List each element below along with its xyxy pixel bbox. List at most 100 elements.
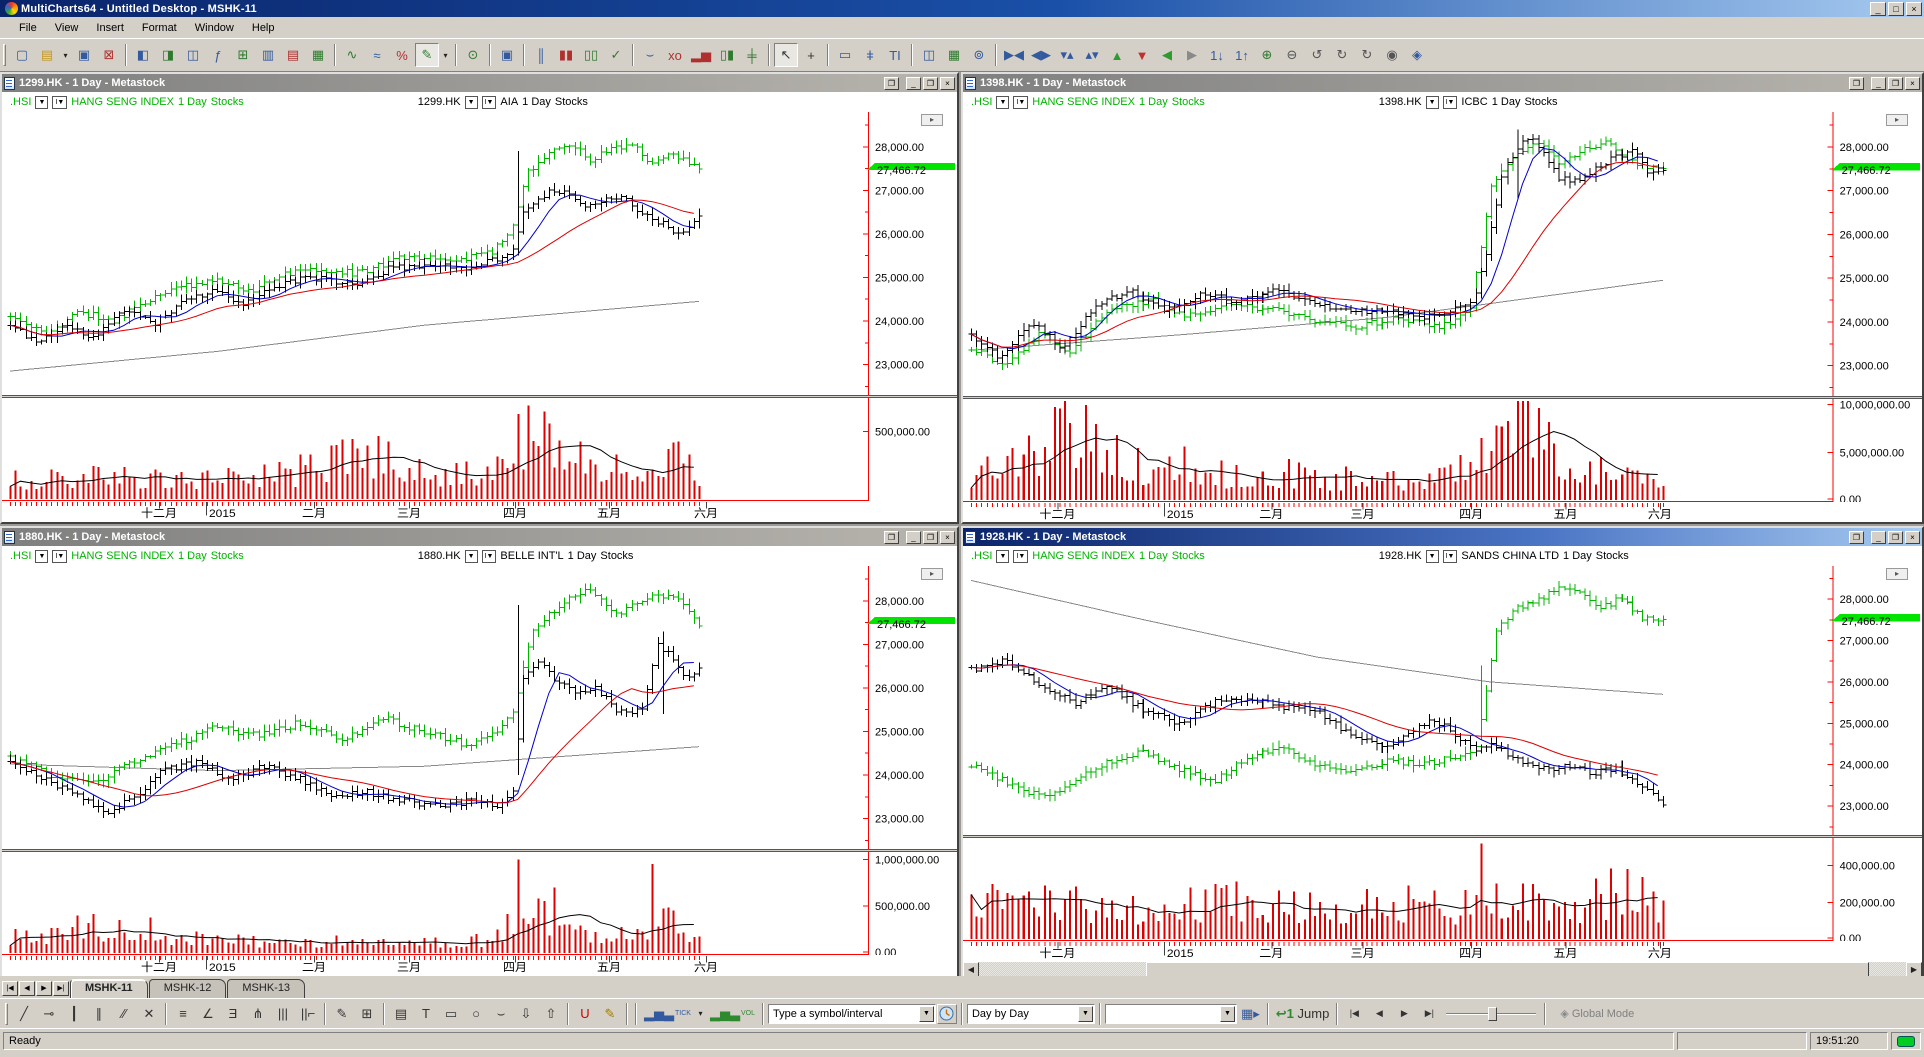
grid-tool[interactable]: ⊞ bbox=[355, 1002, 379, 1026]
panel-minimize-button[interactable]: _ bbox=[906, 76, 921, 90]
shift-left-button[interactable]: ◀ bbox=[1155, 43, 1179, 67]
panel-titlebar[interactable]: 1398.HK - 1 Day - Metastock ❐ _ ❐ × bbox=[963, 74, 1922, 92]
scale-down-button[interactable]: ▼ bbox=[1130, 43, 1154, 67]
panel-minimize-button[interactable]: _ bbox=[1871, 76, 1886, 90]
regression-channel-tool[interactable]: ∕∕ bbox=[112, 1002, 136, 1026]
pane-splitter[interactable] bbox=[2, 395, 957, 398]
arrow-up-tool[interactable]: ⇧ bbox=[539, 1002, 563, 1026]
pointer-tool-button[interactable]: ↖ bbox=[774, 43, 798, 67]
scrollbar-track[interactable] bbox=[979, 962, 1906, 976]
trendline-tool[interactable]: ╱ bbox=[12, 1002, 36, 1026]
menu-file[interactable]: File bbox=[19, 21, 37, 34]
format-window-button[interactable]: ▥ bbox=[256, 43, 280, 67]
price-chart-pane[interactable]: ▸ 28,000.00 27,000.00 26,000.00 25,000.00 24… bbox=[2, 566, 957, 849]
insert-signal-button[interactable]: ≈ bbox=[365, 43, 389, 67]
panel-titlebar[interactable]: 1928.HK - 1 Day - Metastock ❐ _ ❐ × bbox=[963, 528, 1922, 546]
chart-window-button[interactable]: ▦ bbox=[942, 43, 966, 67]
chart-shift-icon[interactable]: ▸ bbox=[1886, 568, 1908, 580]
menu-view[interactable]: View bbox=[54, 21, 79, 34]
panel-close-button[interactable]: × bbox=[940, 76, 955, 90]
pan-tool-button[interactable]: ◈ bbox=[1405, 43, 1429, 67]
interval-dropdown[interactable]: I▼ bbox=[1442, 549, 1458, 563]
open-desktop-button[interactable]: ▤ bbox=[35, 43, 59, 67]
expand-vertical-button[interactable]: ▴▾ bbox=[1080, 43, 1104, 67]
candlestick-type-button[interactable]: ▮▮ bbox=[554, 43, 578, 67]
volume-pane[interactable]: 1,000,000.00 500,000.00 0.00 bbox=[2, 852, 957, 955]
panel-menu-button[interactable]: ❐ bbox=[884, 530, 899, 544]
chart-shift-icon[interactable]: ▸ bbox=[1886, 114, 1908, 126]
slider-thumb[interactable] bbox=[1487, 1006, 1497, 1021]
horizontal-line-tool[interactable]: ⊸ bbox=[37, 1002, 61, 1026]
symbol-interval-combo[interactable]: Type a symbol/interval ▼ bbox=[767, 1003, 936, 1024]
symbol-dropdown[interactable]: ▼ bbox=[1425, 549, 1439, 563]
trend-angle-tool[interactable]: ∠ bbox=[196, 1002, 220, 1026]
format-instrument-button[interactable]: ◨ bbox=[156, 43, 180, 67]
tab-scroll-last[interactable]: ▶| bbox=[53, 981, 69, 996]
index-symbol-dropdown[interactable]: ▼ bbox=[35, 549, 49, 563]
panel-minimize-button[interactable]: _ bbox=[906, 530, 921, 544]
fib-timezone-tool[interactable]: ||| bbox=[271, 1002, 295, 1026]
arrow-down-tool[interactable]: ⇩ bbox=[514, 1002, 538, 1026]
pane-splitter[interactable] bbox=[2, 849, 957, 852]
global-mode-toggle[interactable]: ◈ Global Mode bbox=[1560, 1008, 1635, 1020]
hollow-candle-type-button[interactable]: ▯▯ bbox=[579, 43, 603, 67]
tick-bar-type-dropdown[interactable]: ▾ bbox=[698, 1009, 703, 1018]
index-interval-dropdown[interactable]: I▼ bbox=[1013, 95, 1029, 109]
scroll-begin-button[interactable]: ▶◀ bbox=[1001, 43, 1027, 67]
panel-menu-button[interactable]: ❐ bbox=[1849, 76, 1864, 90]
vertical-line-text-button[interactable]: ǂ bbox=[858, 43, 882, 67]
panel-close-button[interactable]: × bbox=[940, 530, 955, 544]
volume-bar-type-button[interactable]: ▂▅▃ VOL bbox=[707, 1002, 758, 1026]
playback-back-button[interactable]: ◀ bbox=[1375, 1008, 1383, 1018]
chart-shift-icon[interactable]: ▸ bbox=[921, 568, 943, 580]
pitchfork-tool[interactable]: ⋔ bbox=[246, 1002, 270, 1026]
volume-pane[interactable]: 500,000.00 bbox=[2, 398, 957, 501]
scrollbar-left-button[interactable]: ◀ bbox=[963, 962, 979, 976]
replay-date-dropdown-icon[interactable]: ▼ bbox=[1219, 1005, 1235, 1022]
date-axis[interactable]: 十二月 2015 二月 三月 四月 五月 六月 bbox=[2, 501, 957, 522]
study-settings-button[interactable]: ⊙ bbox=[461, 43, 485, 67]
index-interval-dropdown[interactable]: I▼ bbox=[1013, 549, 1029, 563]
order-bar-button[interactable]: ▦ bbox=[306, 43, 330, 67]
shift-right-button[interactable]: ▶ bbox=[1180, 43, 1204, 67]
panel-close-button[interactable]: × bbox=[1905, 530, 1920, 544]
playback-forward-button[interactable]: ▶ bbox=[1400, 1008, 1408, 1018]
menu-insert[interactable]: Insert bbox=[96, 21, 124, 34]
price-chart-pane[interactable]: ▸ 28,000.00 27,000.00 26,000.00 25,000.00 24… bbox=[963, 112, 1922, 397]
line-type-button[interactable]: ✓ bbox=[604, 43, 628, 67]
magnet-mode-button[interactable]: U bbox=[573, 1002, 597, 1026]
panel-restore-button[interactable]: ❐ bbox=[1888, 530, 1903, 544]
playback-first-button[interactable]: |◀ bbox=[1349, 1008, 1359, 1018]
scroll-end-button[interactable]: ◀▶ bbox=[1028, 43, 1054, 67]
extended-line-tool[interactable]: Ǝ bbox=[221, 1002, 245, 1026]
step-back-button[interactable]: 1↓ bbox=[1205, 43, 1229, 67]
scrollbar-right-button[interactable]: ▶ bbox=[1906, 962, 1922, 976]
data-window-button[interactable]: ▣ bbox=[495, 43, 519, 67]
panel-minimize-button[interactable]: _ bbox=[1871, 530, 1886, 544]
quote-manager-button[interactable]: ▤ bbox=[281, 43, 305, 67]
symbol-dropdown[interactable]: ▼ bbox=[1425, 95, 1439, 109]
fib-retracement-tool[interactable]: ≡ bbox=[171, 1002, 195, 1026]
tick-bar-type-button[interactable]: ▂▅▃ TICK bbox=[641, 1002, 694, 1026]
playback-last-button[interactable]: ▶| bbox=[1424, 1008, 1434, 1018]
crosshair-tool-button[interactable]: + bbox=[799, 43, 823, 67]
symbol-lookup-button[interactable]: ⊚ bbox=[967, 43, 991, 67]
tab-scroll-first[interactable]: |◀ bbox=[2, 981, 18, 996]
index-interval-dropdown[interactable]: I▼ bbox=[52, 549, 68, 563]
vertical-line-tool[interactable]: ┃ bbox=[62, 1002, 86, 1026]
format-study-button[interactable]: ◫ bbox=[181, 43, 205, 67]
panel-titlebar[interactable]: 1880.HK - 1 Day - Metastock ❐ _ ❐ × bbox=[2, 528, 957, 546]
histogram-type-button[interactable]: ▂▅ bbox=[688, 43, 714, 67]
volume-pane[interactable]: 10,000,000.00 5,000,000.00 0.00 bbox=[963, 399, 1922, 503]
price-chart-pane[interactable]: ▸ 28,000.00 27,000.00 26,000.00 25,000.00 24… bbox=[963, 566, 1922, 836]
jump-button[interactable]: ↩1 Jump bbox=[1275, 1005, 1330, 1022]
pane-splitter[interactable] bbox=[963, 396, 1922, 400]
panel-menu-button[interactable]: ❐ bbox=[1849, 530, 1864, 544]
drawing-mode-button[interactable]: ✎ bbox=[415, 43, 439, 67]
tab-scroll-forward[interactable]: ▶ bbox=[36, 981, 52, 996]
panel-restore-button[interactable]: ❐ bbox=[1888, 76, 1903, 90]
visual-order-button[interactable]: ◉ bbox=[1380, 43, 1404, 67]
panel-menu-button[interactable]: ❐ bbox=[884, 76, 899, 90]
point-figure-type-button[interactable]: xo bbox=[663, 43, 687, 67]
close-desktop-button[interactable]: ⊠ bbox=[97, 43, 121, 67]
